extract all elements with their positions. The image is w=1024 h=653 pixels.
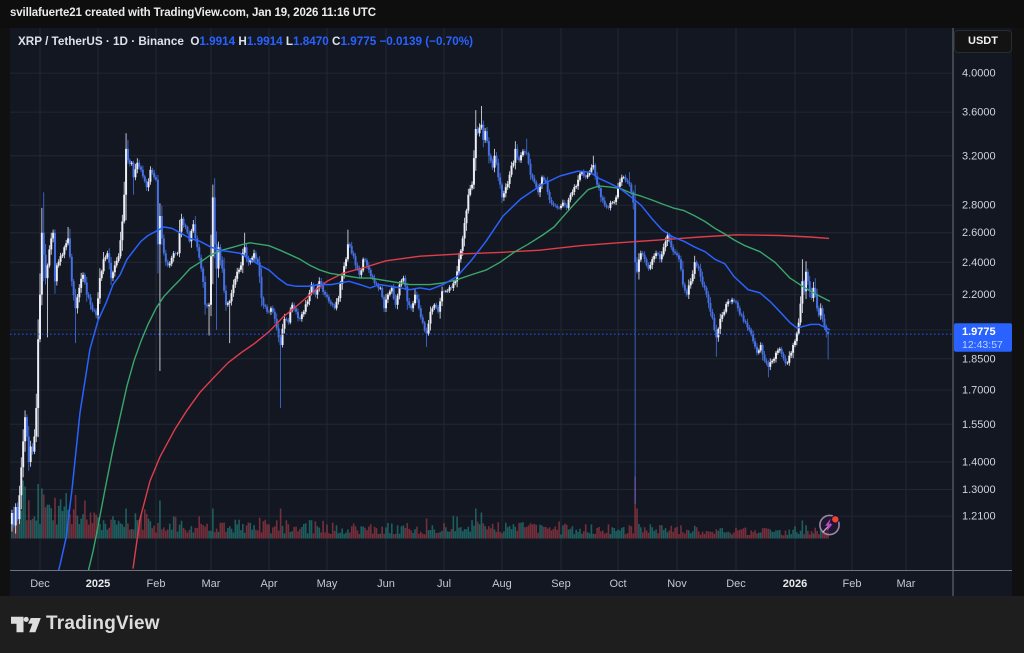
- svg-text:Sep: Sep: [551, 578, 571, 590]
- svg-text:Nov: Nov: [667, 578, 687, 590]
- svg-text:2.2000: 2.2000: [962, 289, 996, 301]
- svg-text:1.5500: 1.5500: [962, 419, 996, 431]
- svg-text:Oct: Oct: [609, 578, 626, 590]
- svg-text:12:43:57: 12:43:57: [962, 339, 1003, 351]
- svg-text:1.4000: 1.4000: [962, 457, 996, 469]
- svg-text:Apr: Apr: [260, 578, 277, 590]
- svg-text:Feb: Feb: [147, 578, 166, 590]
- svg-text:1.2100: 1.2100: [962, 511, 996, 523]
- svg-text:Jul: Jul: [437, 578, 451, 590]
- svg-text:1.7000: 1.7000: [962, 385, 996, 397]
- svg-text:2026: 2026: [783, 578, 807, 590]
- svg-text:Mar: Mar: [897, 578, 916, 590]
- svg-text:May: May: [317, 578, 338, 590]
- svg-text:2.6000: 2.6000: [962, 227, 996, 239]
- svg-text:Dec: Dec: [726, 578, 746, 590]
- svg-text:3.6000: 3.6000: [962, 107, 996, 119]
- svg-text:2.4000: 2.4000: [962, 257, 996, 269]
- svg-text:2025: 2025: [86, 578, 110, 590]
- svg-text:2.8000: 2.8000: [962, 200, 996, 212]
- svg-text:1.9775: 1.9775: [962, 326, 996, 338]
- svg-text:Aug: Aug: [492, 578, 512, 590]
- svg-text:1.8500: 1.8500: [962, 353, 996, 365]
- svg-text:Feb: Feb: [843, 578, 862, 590]
- svg-text:4.0000: 4.0000: [962, 68, 996, 80]
- svg-text:Jun: Jun: [377, 578, 395, 590]
- svg-text:Mar: Mar: [202, 578, 221, 590]
- svg-text:Dec: Dec: [30, 578, 50, 590]
- svg-text:1.3000: 1.3000: [962, 484, 996, 496]
- svg-text:3.2000: 3.2000: [962, 150, 996, 162]
